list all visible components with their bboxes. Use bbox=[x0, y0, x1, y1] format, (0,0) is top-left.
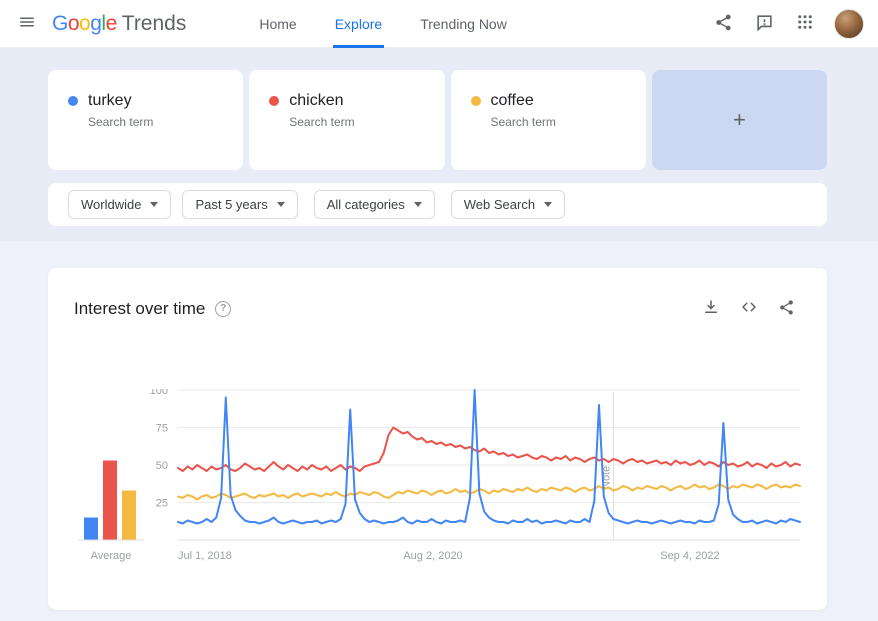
svg-text:100: 100 bbox=[150, 389, 168, 397]
search-type-dropdown-label: Web Search bbox=[463, 197, 536, 212]
download-csv-button[interactable] bbox=[696, 292, 726, 325]
svg-text:Average: Average bbox=[91, 550, 132, 562]
term-type-label: Search term bbox=[289, 115, 355, 129]
svg-text:25: 25 bbox=[156, 498, 168, 510]
embed-button[interactable] bbox=[734, 292, 764, 325]
svg-text:50: 50 bbox=[156, 460, 168, 472]
term-card-coffee[interactable]: coffee Search term bbox=[450, 70, 646, 170]
apps-grid-icon bbox=[796, 13, 814, 34]
interest-over-time-widget: Interest over time ? bbox=[48, 268, 827, 610]
term-type-label: Search term bbox=[490, 115, 556, 129]
nav-item-home[interactable]: Home bbox=[259, 15, 297, 32]
logo-letter: g bbox=[90, 11, 102, 35]
user-avatar[interactable] bbox=[834, 8, 864, 39]
time-range-dropdown-label: Past 5 years bbox=[195, 197, 268, 212]
category-dropdown-label: All categories bbox=[326, 197, 405, 212]
term-type-label: Search term bbox=[88, 115, 154, 129]
term-card-chicken[interactable]: chicken Search term bbox=[249, 70, 445, 170]
feedback-icon bbox=[755, 13, 774, 35]
google-apps-button[interactable] bbox=[790, 7, 820, 40]
series-color-dot bbox=[470, 96, 481, 106]
svg-text:Aug 2, 2020: Aug 2, 2020 bbox=[403, 550, 462, 562]
share-icon bbox=[778, 299, 795, 319]
chevron-down-icon bbox=[150, 202, 159, 207]
nav-item-explore[interactable]: Explore bbox=[332, 0, 385, 48]
widget-share-button[interactable] bbox=[772, 292, 801, 325]
widget-actions bbox=[696, 292, 801, 325]
logo-product-name: Trends bbox=[121, 11, 187, 35]
series-color-dot bbox=[269, 96, 280, 106]
region-dropdown[interactable]: Worldwide bbox=[68, 190, 172, 219]
filters-bar: Worldwide Past 5 years All categories We… bbox=[48, 183, 827, 226]
help-icon[interactable]: ? bbox=[215, 300, 232, 317]
share-button[interactable] bbox=[708, 7, 739, 41]
chevron-down-icon bbox=[413, 202, 422, 207]
time-range-dropdown[interactable]: Past 5 years bbox=[182, 190, 298, 219]
svg-text:Jul 1, 2018: Jul 1, 2018 bbox=[178, 550, 232, 562]
term-label: turkey bbox=[88, 92, 132, 109]
svg-text:75: 75 bbox=[156, 423, 168, 435]
compare-section: turkey Search term chicken Search term c… bbox=[0, 48, 878, 241]
download-icon bbox=[702, 298, 720, 319]
main-content: Interest over time ? bbox=[0, 241, 878, 610]
app-header: G o o g l e Trends Home Explore Trending… bbox=[0, 0, 878, 48]
add-comparison-card[interactable]: + bbox=[651, 70, 827, 170]
search-terms-row: turkey Search term chicken Search term c… bbox=[48, 70, 827, 170]
menu-button[interactable] bbox=[12, 7, 42, 40]
chevron-down-icon bbox=[544, 202, 553, 207]
svg-text:Sep 4, 2022: Sep 4, 2022 bbox=[660, 550, 719, 562]
widget-title: Interest over time bbox=[74, 298, 206, 318]
logo-letter: o bbox=[79, 11, 91, 35]
logo-letter: e bbox=[105, 11, 118, 35]
logo-letter: G bbox=[52, 11, 68, 35]
term-label: coffee bbox=[490, 92, 534, 109]
chevron-down-icon bbox=[276, 202, 285, 207]
plus-icon: + bbox=[732, 107, 746, 132]
hamburger-icon bbox=[18, 13, 36, 34]
nav-item-trending-now[interactable]: Trending Now bbox=[420, 15, 507, 32]
feedback-button[interactable] bbox=[749, 7, 780, 41]
google-trends-logo[interactable]: G o o g l e Trends bbox=[52, 12, 186, 36]
logo-letter: o bbox=[67, 11, 80, 35]
series-color-dot bbox=[68, 96, 78, 106]
region-dropdown-label: Worldwide bbox=[81, 197, 142, 212]
chart-area: 25 50 75 100 Note Jul 1, 2018 Aug 2, 2020 Sep 4… bbox=[74, 385, 801, 572]
term-card-turkey[interactable]: turkey Search term bbox=[48, 70, 244, 170]
search-type-dropdown[interactable]: Web Search bbox=[450, 190, 566, 219]
code-brackets-icon bbox=[740, 298, 758, 319]
category-dropdown[interactable]: All categories bbox=[313, 190, 435, 219]
term-label: chicken bbox=[289, 92, 344, 109]
main-nav: Home Explore Trending Now bbox=[240, 0, 525, 48]
header-actions bbox=[708, 7, 864, 41]
logo-letter: l bbox=[101, 11, 106, 35]
share-icon bbox=[714, 13, 733, 35]
